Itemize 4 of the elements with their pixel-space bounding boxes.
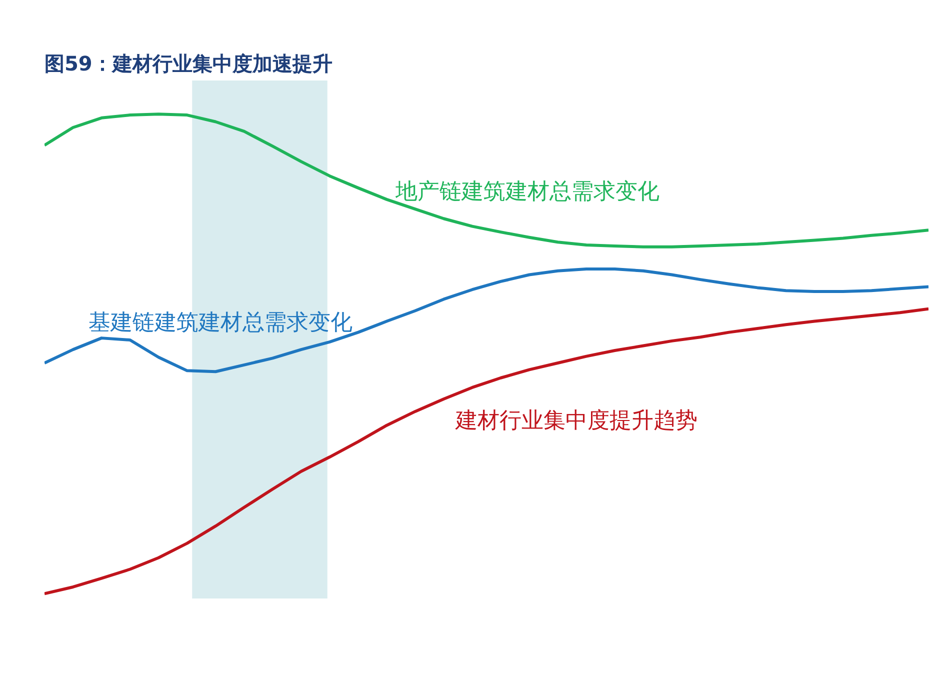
chart-title: 图59：建材行业集中度加速提升: [44, 52, 332, 76]
series-label: 基建链建筑建材总需求变化: [88, 310, 353, 336]
series-label: 地产链建筑建材总需求变化: [394, 179, 660, 204]
series-label: 建材行业集中度提升趋势: [454, 408, 698, 434]
